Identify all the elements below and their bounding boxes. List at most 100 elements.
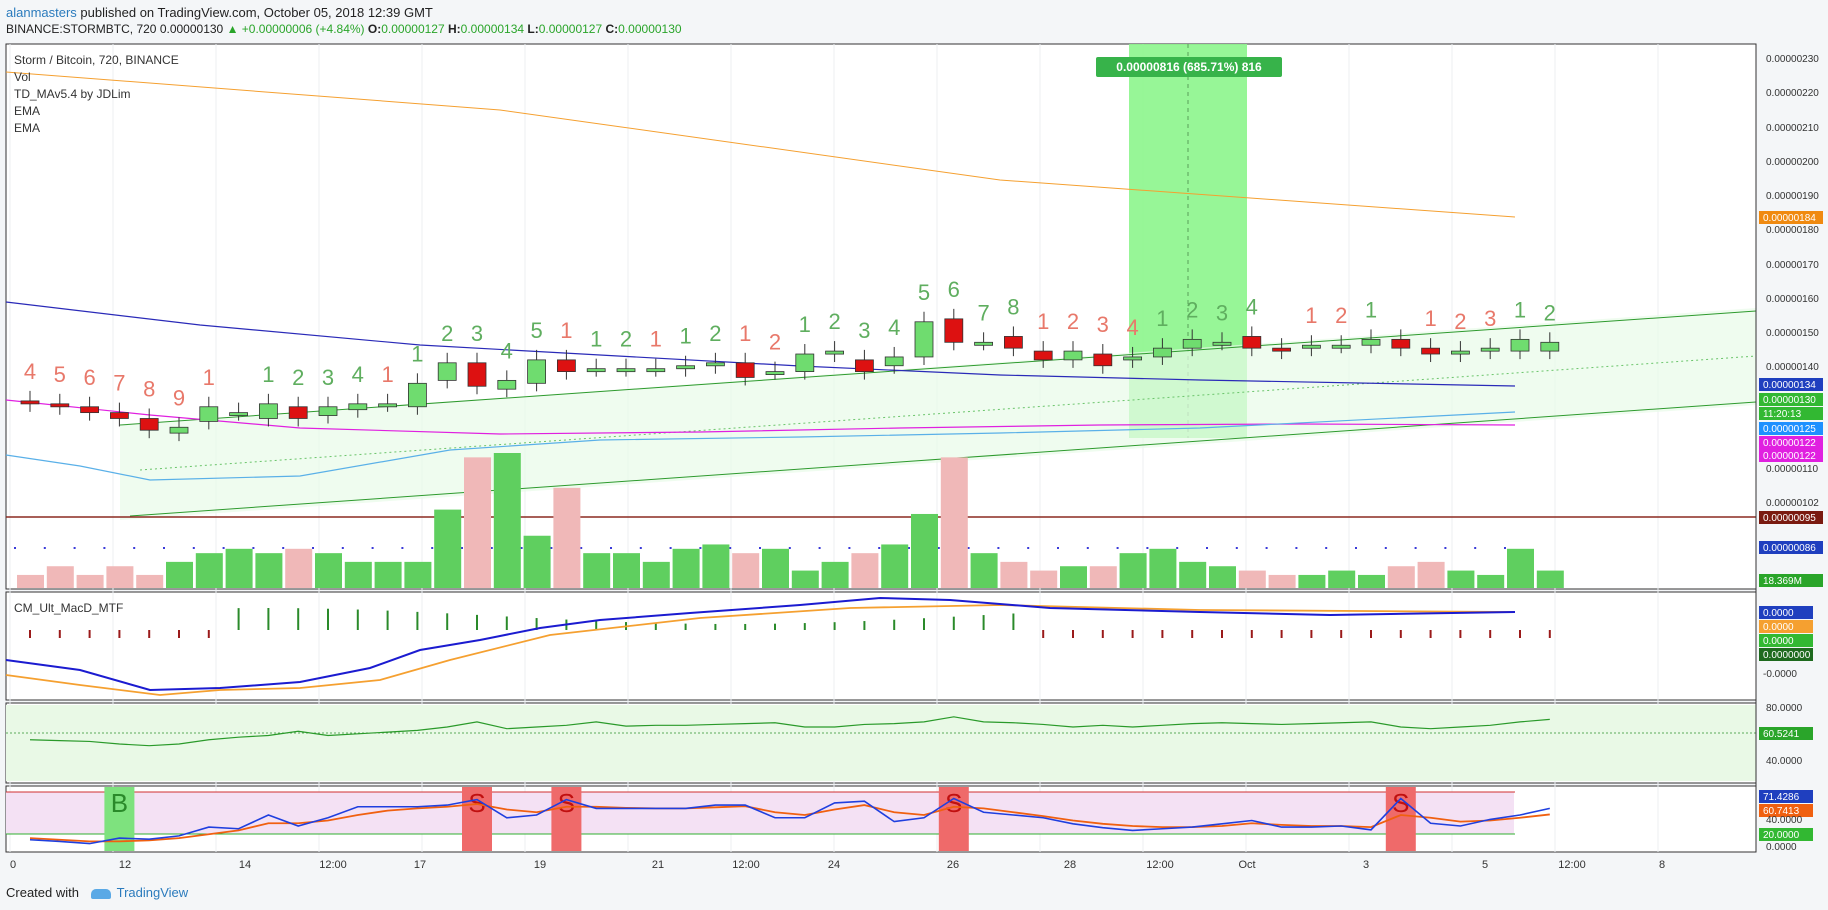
volume-bar — [136, 574, 164, 588]
candle — [1093, 353, 1113, 367]
volume-bar — [464, 457, 491, 588]
candle — [1361, 338, 1381, 346]
td-count: 3 — [1097, 312, 1109, 337]
volume-bar — [315, 553, 342, 588]
time-tick: 12 — [119, 859, 131, 871]
volume-bar — [1149, 548, 1177, 588]
td-count: 1 — [1305, 303, 1317, 328]
td-count: 6 — [948, 277, 960, 302]
time-tick: 21 — [652, 859, 664, 871]
macd-badge-label: 0.0000 — [1763, 622, 1794, 633]
stoch-signal-label: S — [558, 788, 575, 818]
dot — [1027, 547, 1030, 549]
candle — [348, 403, 368, 411]
td-count: 5 — [54, 362, 66, 387]
dot — [878, 547, 881, 549]
dot — [729, 547, 732, 549]
dot — [520, 547, 523, 549]
volume-bar — [225, 548, 253, 588]
legend-item: EMA — [14, 121, 40, 135]
dot — [1086, 547, 1089, 549]
td-count: 5 — [918, 280, 930, 305]
candle — [1451, 350, 1470, 355]
td-count: 9 — [173, 385, 185, 410]
volume-bar — [583, 553, 611, 588]
td-count: 4 — [501, 338, 513, 363]
dot — [133, 547, 136, 549]
macd-badge-label: -0.0000 — [1763, 669, 1797, 680]
dot — [252, 547, 255, 549]
candle — [139, 418, 159, 431]
measure-badge — [1096, 57, 1282, 77]
td-count: 2 — [1186, 297, 1198, 322]
stoch-tick: 0.0000 — [1766, 842, 1797, 853]
dot — [550, 547, 553, 549]
volume-bar — [1209, 566, 1236, 588]
candle — [586, 368, 606, 373]
volume-bar — [911, 513, 938, 588]
price-badge — [1759, 449, 1823, 462]
tradingview-link[interactable]: TradingView — [116, 885, 189, 900]
dot — [997, 547, 1000, 549]
dot — [371, 547, 374, 549]
volume-bar — [374, 561, 402, 588]
price-badge-label: 11:20:13 — [1763, 409, 1802, 420]
low-label: L: — [527, 22, 539, 36]
td-count: 4 — [24, 359, 36, 384]
candle — [288, 406, 308, 419]
td-count: 1 — [650, 327, 662, 352]
volume-bar — [1417, 561, 1445, 588]
volume-bar — [344, 561, 372, 588]
td-count: 6 — [83, 365, 95, 390]
volume-bar — [1477, 574, 1505, 588]
macd-badge-label: 0.0000 — [1763, 608, 1794, 619]
td-count: 1 — [203, 365, 215, 390]
td-count: 2 — [1335, 303, 1347, 328]
dot — [937, 547, 940, 549]
td-count: 2 — [292, 365, 304, 390]
dot — [1474, 547, 1477, 549]
candle — [527, 359, 546, 384]
volume-bar — [523, 535, 551, 588]
author-link[interactable]: alanmasters — [6, 5, 77, 20]
candle — [914, 321, 934, 358]
low-value: 0.00000127 — [538, 22, 603, 36]
dot — [341, 547, 344, 549]
price-badge-label: 0.00000184 — [1763, 213, 1816, 224]
legend-item: Vol — [14, 70, 31, 84]
candle — [407, 382, 427, 408]
stoch-signal-label: B — [111, 788, 128, 818]
macd-badge-label: 0.0000 — [1763, 636, 1794, 647]
candle — [1480, 347, 1500, 352]
tradingview-logo-icon[interactable] — [90, 888, 111, 899]
time-tick: 3 — [1363, 859, 1369, 871]
volume-bar — [46, 566, 74, 588]
price-tick: 0.00000140 — [1766, 362, 1819, 373]
rsi-badge-label: 60.5241 — [1763, 729, 1800, 740]
stoch-signal-label: S — [945, 788, 962, 818]
close-value: 0.00000130 — [618, 22, 682, 36]
volume-bar — [1328, 570, 1356, 588]
stoch-signal-box — [462, 787, 492, 851]
volume-bar — [642, 561, 670, 588]
price-badge-label: 0.00000122 — [1763, 438, 1816, 449]
dot — [639, 547, 642, 549]
candle — [1510, 338, 1530, 352]
candle — [646, 368, 666, 373]
price-tick: 0.00000102 — [1766, 498, 1819, 509]
time-tick: 12:00 — [1146, 859, 1174, 871]
volume-bar — [762, 548, 789, 588]
candle — [169, 426, 189, 434]
dot — [163, 547, 165, 549]
footer: Created with TradingView — [6, 885, 188, 900]
high-value: 0.00000134 — [460, 22, 525, 36]
td-count: 1 — [1365, 297, 1377, 322]
macd-badge — [1759, 634, 1813, 647]
td-count: 3 — [1484, 306, 1496, 331]
channel-fill — [120, 308, 1756, 520]
candle — [467, 362, 487, 387]
candle — [795, 353, 815, 372]
price-badge — [1759, 211, 1823, 224]
open-label: O: — [367, 22, 382, 36]
